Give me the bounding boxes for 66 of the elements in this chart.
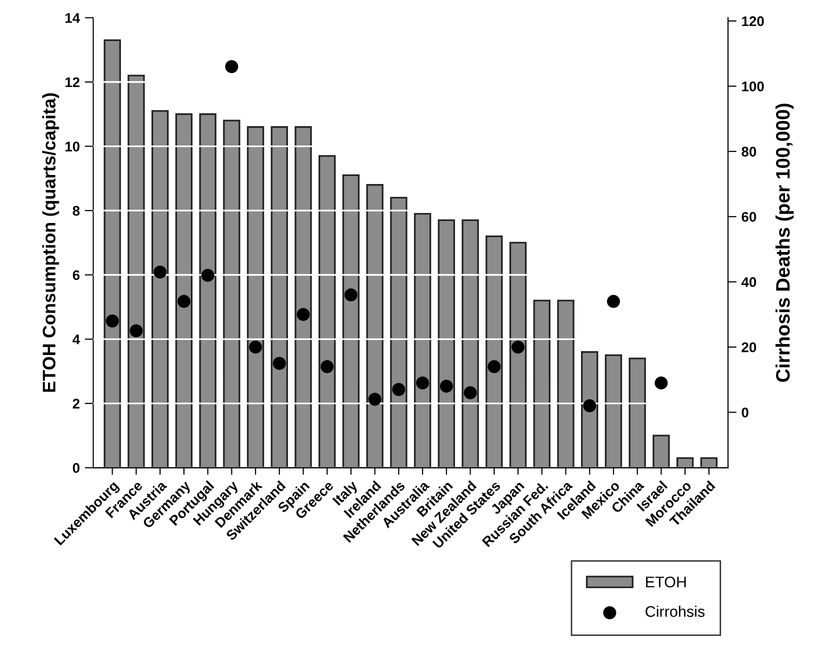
bar — [700, 457, 718, 468]
y2-tick-label: 60 — [742, 212, 756, 222]
y-tick-label: 10 — [65, 142, 80, 152]
bar — [533, 300, 550, 468]
point — [201, 268, 214, 282]
point — [368, 392, 382, 406]
bar — [462, 219, 479, 468]
bar — [390, 196, 408, 468]
point — [106, 314, 119, 328]
y2-tick-label: 80 — [742, 146, 756, 157]
point — [225, 60, 238, 74]
bar — [246, 126, 264, 468]
bar — [223, 120, 240, 468]
bar — [438, 219, 456, 468]
point — [249, 340, 262, 354]
point — [296, 308, 310, 321]
y-tick-label: 0 — [72, 463, 80, 473]
point — [130, 324, 143, 338]
bar — [414, 212, 432, 468]
bar — [557, 300, 574, 468]
bar — [342, 174, 360, 468]
point — [606, 294, 620, 308]
bar — [509, 242, 527, 468]
bar — [604, 354, 622, 468]
y2-tick-label: 20 — [742, 342, 756, 352]
y-tick-label: 8 — [72, 206, 80, 216]
legend-label: ETOH — [646, 576, 686, 588]
bar — [270, 126, 288, 468]
y2-tick-label: 120 — [742, 16, 764, 26]
bar — [676, 457, 694, 468]
bar — [366, 184, 384, 468]
legend-label: Cirrohsis — [646, 606, 705, 617]
bar — [628, 358, 646, 468]
bar — [151, 110, 169, 468]
bar — [128, 74, 145, 468]
point — [392, 382, 406, 396]
point — [464, 386, 477, 400]
point — [344, 288, 358, 302]
point — [654, 376, 668, 390]
bar — [199, 113, 216, 468]
bar — [652, 434, 670, 468]
y2-tick-label: 40 — [741, 277, 756, 288]
point — [177, 294, 190, 308]
point — [512, 340, 525, 354]
y-tick-label: 4 — [72, 334, 80, 344]
point — [440, 380, 453, 393]
bar — [175, 113, 193, 468]
y-axis-title: ETOH Consumption (quarts/capita) — [42, 93, 60, 392]
point — [320, 360, 334, 374]
y2-tick-label: 0 — [742, 408, 748, 418]
y-tick-label: 6 — [72, 270, 80, 280]
y-tick-label: 14 — [65, 13, 80, 23]
bar — [486, 235, 503, 468]
bar — [104, 39, 121, 468]
bar — [294, 126, 312, 468]
y-tick-label: 12 — [65, 77, 80, 88]
point — [272, 356, 286, 370]
bar — [318, 155, 336, 468]
y2-tick-label: 100 — [742, 82, 764, 92]
point — [583, 399, 596, 412]
point — [154, 266, 167, 279]
point — [416, 376, 430, 390]
y2-axis-title: Cirrhosis Deaths (per 100,000) — [775, 104, 794, 382]
bar — [581, 351, 598, 468]
point — [488, 360, 501, 374]
y-tick-label: 2 — [72, 398, 80, 408]
